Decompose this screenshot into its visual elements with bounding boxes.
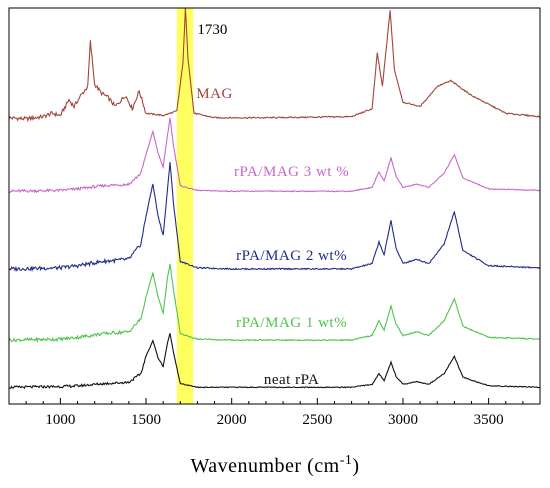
series-line-3 [8,162,541,273]
highlight-band [176,8,194,404]
x-axis-title-exponent: -1 [340,453,353,468]
series-label-3: rPA/MAG 2 wt% [236,248,347,264]
series-line-1 [8,7,541,123]
plot-frame [8,7,541,405]
x-tick-label: 3000 [388,412,418,428]
series-label-4: rPA/MAG 1 wt% [236,315,347,331]
x-tick-label: 3500 [474,412,504,428]
x-tick-label: 1000 [45,412,75,428]
series-label-5: neat rPA [264,372,320,388]
x-axis-title-main: Wavenumber (cm [190,455,339,477]
x-tick-label: 2000 [217,412,247,428]
x-tick-label: 2500 [302,412,332,428]
series-label-1: MAG [196,86,233,102]
series-line-5 [8,333,541,390]
series-line-4 [8,263,541,344]
x-axis-title-close: ) [352,455,359,477]
series-line-2 [8,118,541,194]
x-tick-label: 1500 [131,412,161,428]
x-axis-title: Wavenumber (cm-1) [190,453,359,477]
series-label-2: rPA/MAG 3 wt % [234,164,349,180]
annotation-1: 1730 [197,22,227,38]
